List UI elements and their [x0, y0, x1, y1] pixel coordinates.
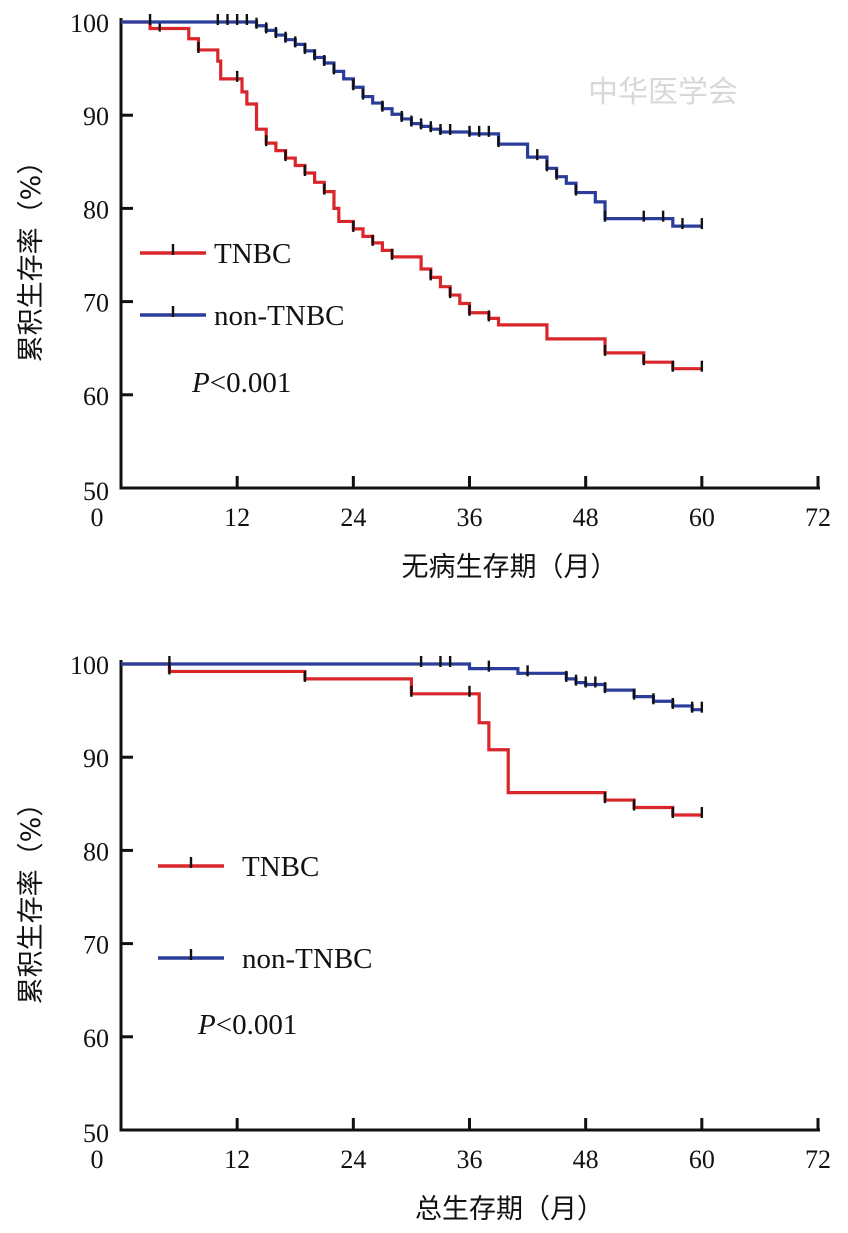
x-tick-label: 60 — [689, 503, 715, 532]
x-tick-label: 48 — [573, 1145, 599, 1174]
p-value-annotation: P<0.001 — [191, 367, 291, 399]
series-tnbc — [121, 662, 704, 818]
y-tick-label: 50 — [83, 1119, 109, 1148]
x-axis-title: 无病生存期（月） — [402, 552, 618, 583]
y-axis-title: 累积生存率（%） — [16, 148, 47, 363]
x-axis-title: 总生存期（月） — [415, 1194, 604, 1225]
y-axis-title: 累积生存率（%） — [16, 790, 47, 1005]
legend-label-non-tnbc: non-TNBC — [214, 300, 345, 332]
y-tick-label: 80 — [83, 837, 109, 866]
x-tick-label: 24 — [340, 1145, 366, 1174]
chart-overall-survival: 0 12 24 36 48 60 72 50 60 70 80 90 100 累积生存率（%） 总生存期（月… — [16, 651, 831, 1225]
p-value-text: <0.001 — [216, 1009, 298, 1041]
x-tick-label: 12 — [224, 1145, 250, 1174]
x-tick-label: 72 — [805, 503, 831, 532]
p-value-symbol: P — [191, 367, 210, 399]
x-tick-label: 24 — [340, 503, 366, 532]
y-tick-label: 70 — [83, 289, 109, 318]
p-value-annotation: P<0.001 — [197, 1009, 297, 1041]
x-tick-label: 48 — [573, 503, 599, 532]
series-non-tnbc — [121, 656, 704, 713]
survival-curve-non-tnbc — [121, 20, 702, 228]
y-tick-label: 50 — [83, 477, 109, 506]
legend-label-non-tnbc: non-TNBC — [242, 943, 373, 975]
x-tick-label: 36 — [457, 1145, 483, 1174]
y-tick-label: 60 — [83, 1024, 109, 1053]
y-tick-label: 90 — [83, 744, 109, 773]
y-tick-label: 60 — [83, 382, 109, 411]
p-value-symbol: P — [197, 1009, 216, 1041]
x-tick-label: 60 — [689, 1145, 715, 1174]
x-tick-label: 72 — [805, 1145, 831, 1174]
y-tick-label: 80 — [83, 195, 109, 224]
series-tnbc — [121, 20, 704, 372]
x-tick-label: 36 — [457, 503, 483, 532]
x-tick-label: 12 — [224, 503, 250, 532]
p-value-text: <0.001 — [210, 367, 292, 399]
y-tick-label: 100 — [70, 9, 109, 38]
y-tick-label: 100 — [70, 651, 109, 680]
x-tick-label: 0 — [91, 1145, 104, 1174]
watermark-text: 中华医学会 — [588, 75, 738, 110]
y-tick-label: 70 — [83, 931, 109, 960]
survival-curve-tnbc — [121, 20, 702, 371]
chart-disease-free-survival: 0 12 24 36 48 60 72 50 60 70 80 90 100 累积生存率（%） 无病生存期（… — [16, 9, 831, 583]
series-non-tnbc — [121, 14, 704, 230]
legend-label-tnbc: TNBC — [242, 851, 319, 883]
y-tick-label: 90 — [83, 102, 109, 131]
legend-label-tnbc: TNBC — [214, 238, 291, 270]
x-tick-label: 0 — [91, 503, 104, 532]
